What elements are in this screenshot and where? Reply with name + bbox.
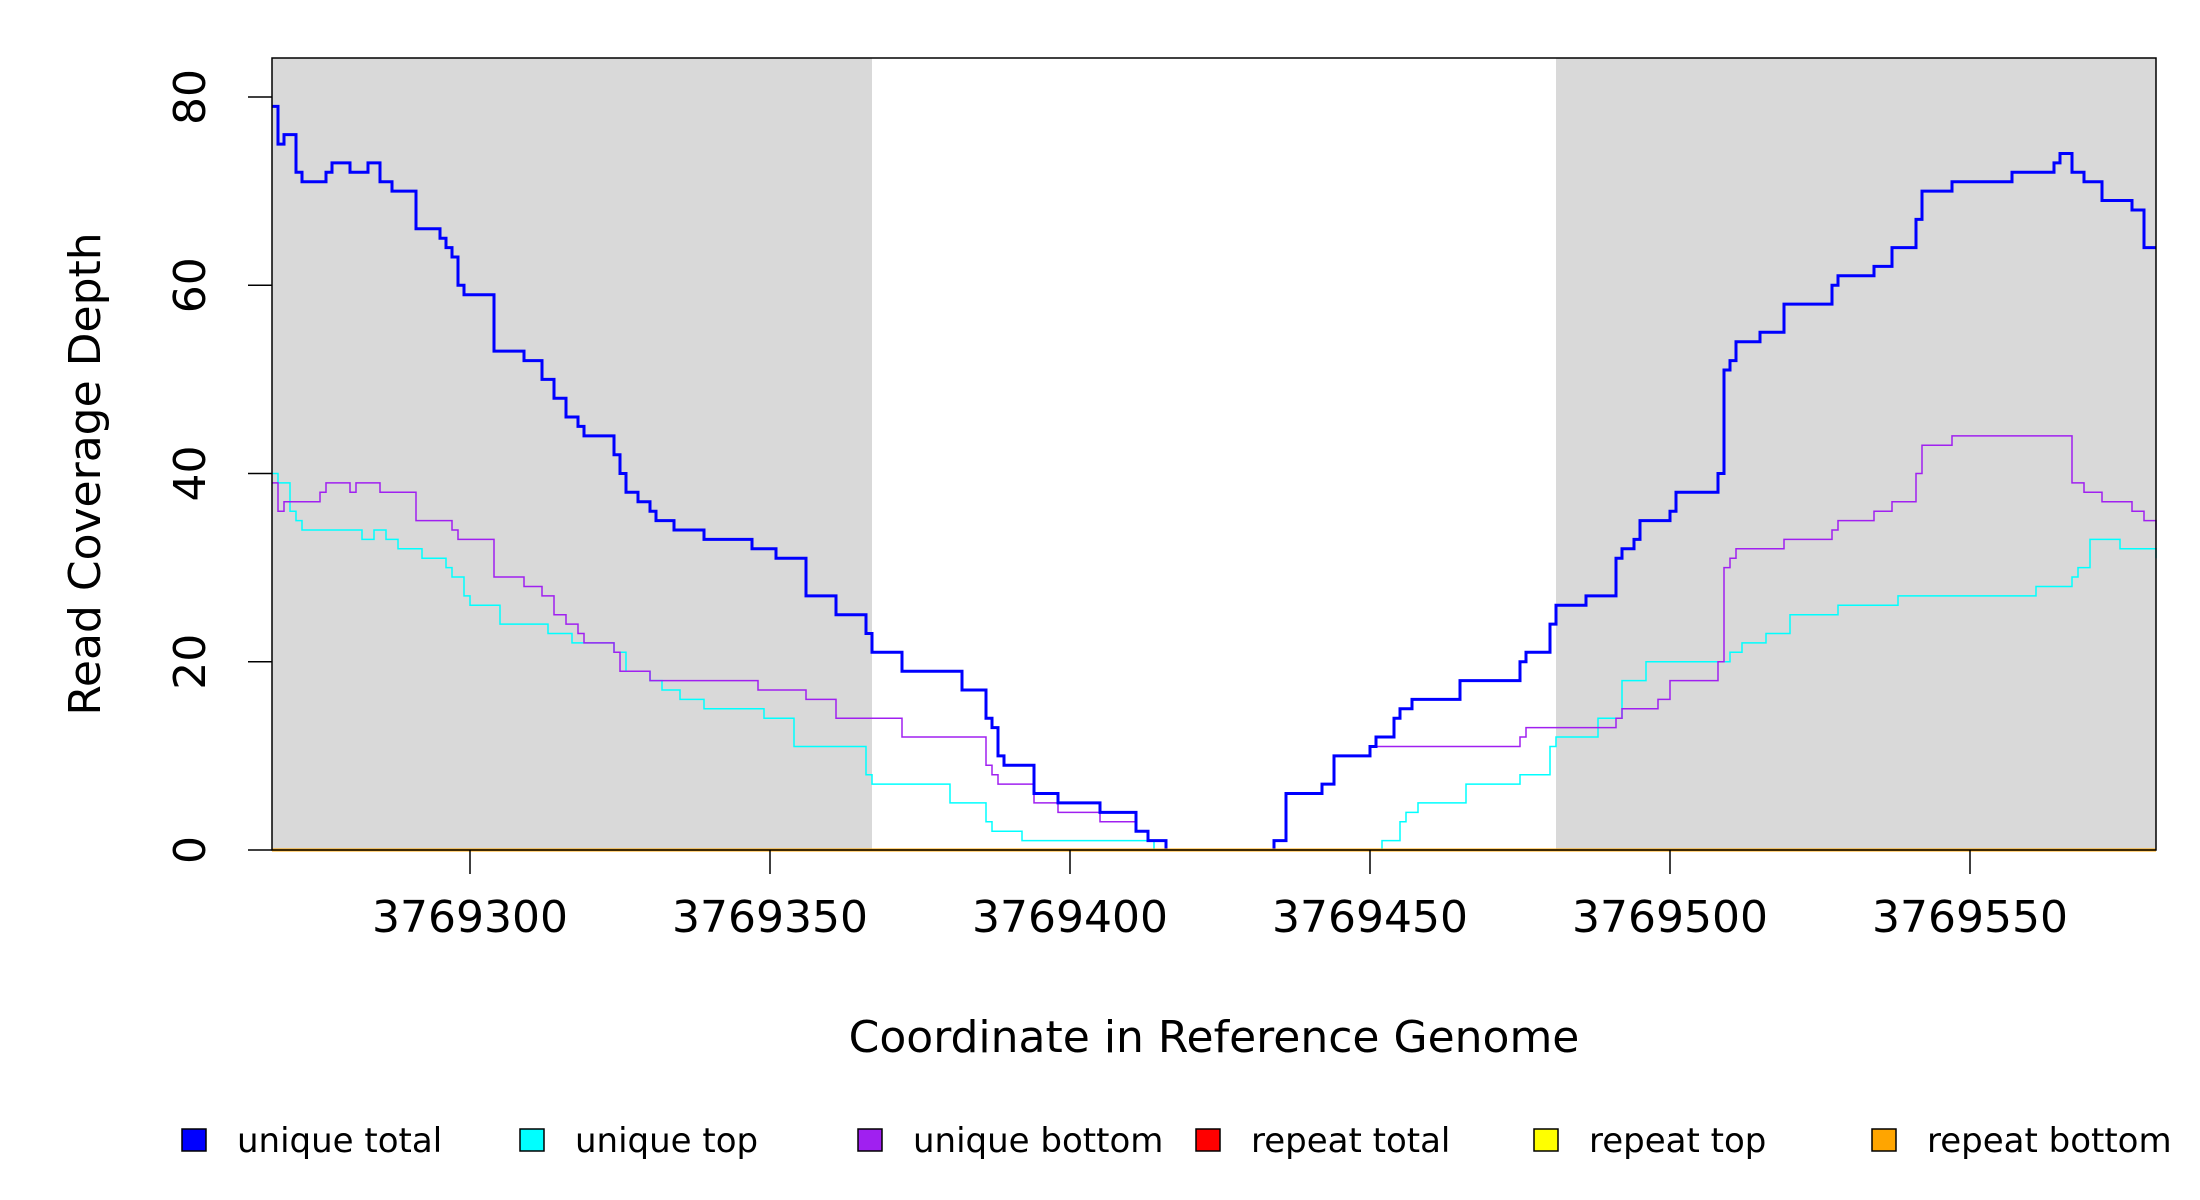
- y-axis: 0 20 40 60 80: [165, 69, 272, 864]
- y-tick-label: 20: [165, 634, 216, 690]
- x-tick-label: 3769400: [972, 892, 1168, 943]
- x-tick-label: 3769550: [1872, 892, 2068, 943]
- y-tick-label: 80: [165, 69, 216, 125]
- x-axis: 3769300 3769350 3769400 3769450 3769500 37695…: [372, 850, 2068, 943]
- legend-label: repeat total: [1251, 1121, 1450, 1161]
- x-tick-label: 3769350: [672, 892, 868, 943]
- legend-swatch: [1195, 1128, 1221, 1152]
- shaded-regions: [272, 58, 2156, 850]
- legend-label: repeat bottom: [1927, 1121, 2172, 1161]
- x-tick-label: 3769300: [372, 892, 568, 943]
- x-tick-label: 3769450: [1272, 892, 1468, 943]
- legend-swatch: [181, 1128, 207, 1152]
- legend-label: unique top: [575, 1121, 758, 1161]
- x-axis-label: Coordinate in Reference Genome: [849, 1012, 1580, 1063]
- legend-label: repeat top: [1589, 1121, 1766, 1161]
- shaded-region: [272, 58, 872, 850]
- legend: unique total unique top unique bottom repea…: [181, 1121, 2172, 1161]
- plot-frame: [271, 57, 2157, 851]
- shaded-region: [1556, 58, 2156, 850]
- legend-swatch: [1533, 1128, 1559, 1152]
- series-line-unique-total: [272, 104, 2156, 852]
- legend-swatch: [857, 1128, 883, 1152]
- series-line-unique-top: [272, 472, 2157, 851]
- x-tick-label: 3769500: [1572, 892, 1768, 943]
- legend-label: unique total: [237, 1121, 442, 1161]
- legend-label: unique bottom: [913, 1121, 1163, 1161]
- y-tick-label: 0: [165, 836, 216, 864]
- y-tick-label: 60: [165, 257, 216, 313]
- legend-swatch: [519, 1128, 545, 1152]
- legend-swatch: [1871, 1128, 1897, 1152]
- y-tick-label: 40: [165, 446, 216, 502]
- y-axis-label: Read Coverage Depth: [60, 232, 111, 715]
